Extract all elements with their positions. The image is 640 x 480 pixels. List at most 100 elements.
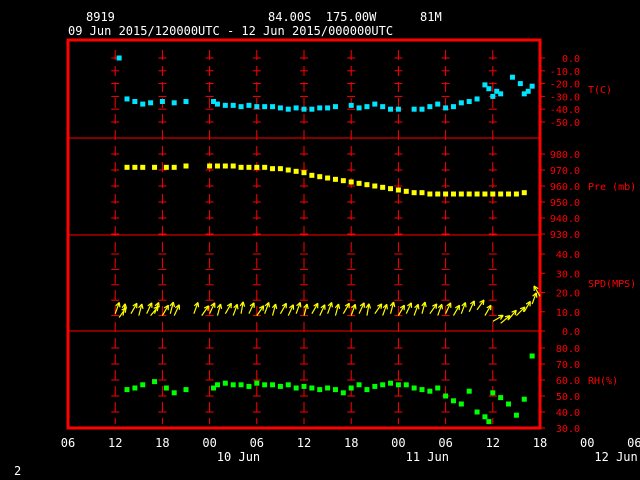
pressure-point — [513, 191, 519, 197]
temperature-point — [183, 99, 189, 105]
pressure-point — [285, 167, 291, 173]
pressure-point — [270, 166, 276, 172]
humidity-point — [340, 390, 346, 396]
x-tick-label: 18 — [155, 436, 169, 450]
wind-arrow — [271, 303, 278, 316]
x-tick-label: 12 — [108, 436, 122, 450]
pressure-point — [427, 191, 433, 197]
temperature-point — [277, 105, 283, 111]
wind-arrow — [311, 302, 319, 314]
pressure-point — [262, 164, 268, 170]
pressure-point — [183, 163, 189, 169]
humidity-point — [246, 383, 252, 389]
wind-arrow — [279, 302, 287, 314]
humidity-point — [325, 385, 331, 391]
temperature-point — [380, 104, 386, 110]
temperature-point — [293, 105, 299, 111]
wind-arrow — [248, 302, 255, 314]
pressure-point — [317, 174, 323, 180]
y-tick-label: 980.0 — [550, 150, 580, 161]
humidity-point — [498, 395, 504, 401]
wind-arrow — [232, 303, 239, 316]
pressure-point — [332, 176, 338, 182]
humidity-point — [277, 383, 283, 389]
y-tick-label: 950.0 — [550, 198, 580, 209]
pressure-point — [277, 166, 283, 172]
temperature-point — [525, 88, 531, 94]
temperature-point — [140, 101, 146, 107]
wind-arrow — [216, 303, 223, 316]
pressure-point — [238, 164, 244, 170]
temperature-point — [498, 91, 504, 97]
pressure-point — [309, 172, 315, 178]
pressure-point — [395, 187, 401, 193]
wind-arrow — [389, 301, 396, 314]
temperature-point — [521, 91, 527, 97]
panel-label-wind: SPD(MPS) — [588, 279, 636, 290]
wind-arrow — [437, 303, 444, 316]
wind-arrow — [303, 303, 309, 316]
pressure-point — [171, 164, 177, 170]
humidity-point — [132, 385, 138, 391]
humidity-point — [285, 382, 291, 388]
humidity-point — [372, 383, 378, 389]
humidity-point — [419, 387, 425, 393]
wind-arrow — [295, 301, 302, 314]
pressure-point — [222, 163, 228, 169]
wind-arrow — [201, 305, 210, 316]
humidity-point — [466, 388, 472, 394]
wind-arrow — [256, 305, 265, 316]
temperature-point — [372, 101, 378, 107]
pressure-point — [506, 191, 512, 197]
temperature-point — [159, 99, 165, 105]
wind-arrow — [169, 301, 175, 314]
wind-arrow — [121, 303, 128, 316]
x-tick-label: 12 — [297, 436, 311, 450]
humidity-point — [403, 382, 409, 388]
pressure-point — [482, 191, 488, 197]
y-tick-label: 40.0 — [556, 250, 580, 261]
temperature-point — [450, 104, 456, 110]
x-date-label: 12 Jun — [594, 450, 637, 464]
wind-arrow — [161, 304, 169, 316]
wind-arrow — [515, 306, 526, 317]
x-tick-label: 00 — [580, 436, 594, 450]
y-tick-label: 970.0 — [550, 166, 580, 177]
temperature-point — [230, 102, 236, 108]
pressure-point — [254, 164, 260, 170]
temperature-point — [482, 82, 488, 88]
humidity-point — [301, 383, 307, 389]
wind-arrow — [138, 303, 144, 316]
wind-arrow — [533, 285, 541, 297]
elevation: 81M — [420, 10, 442, 24]
wind-arrow — [327, 301, 333, 314]
y-tick-label: 30.0 — [556, 269, 580, 280]
wind-arrow — [476, 299, 485, 311]
y-tick-label: -30.0 — [550, 92, 580, 103]
humidity-point — [521, 396, 527, 402]
temperature-point — [490, 93, 496, 99]
x-tick-label: 18 — [533, 436, 547, 450]
x-tick-label: 06 — [61, 436, 75, 450]
wind-arrow — [334, 303, 341, 316]
y-tick-label: 30.0 — [556, 424, 580, 435]
wind-arrow — [405, 302, 413, 314]
temperature-point — [348, 102, 354, 108]
pressure-point — [372, 183, 378, 189]
humidity-point — [317, 387, 323, 393]
humidity-point — [152, 379, 158, 385]
temperature-point — [222, 102, 228, 108]
humidity-point — [348, 385, 354, 391]
pressure-point — [474, 191, 480, 197]
humidity-point — [450, 398, 456, 404]
temperature-point — [262, 104, 268, 110]
temperature-point — [285, 106, 291, 112]
wind-arrow — [429, 303, 438, 315]
temperature-point — [254, 104, 260, 110]
pressure-point — [498, 191, 504, 197]
humidity-point — [513, 412, 519, 418]
temperature-point — [211, 99, 217, 105]
wind-arrow — [460, 301, 467, 314]
humidity-point — [163, 385, 169, 391]
humidity-point — [388, 380, 394, 386]
